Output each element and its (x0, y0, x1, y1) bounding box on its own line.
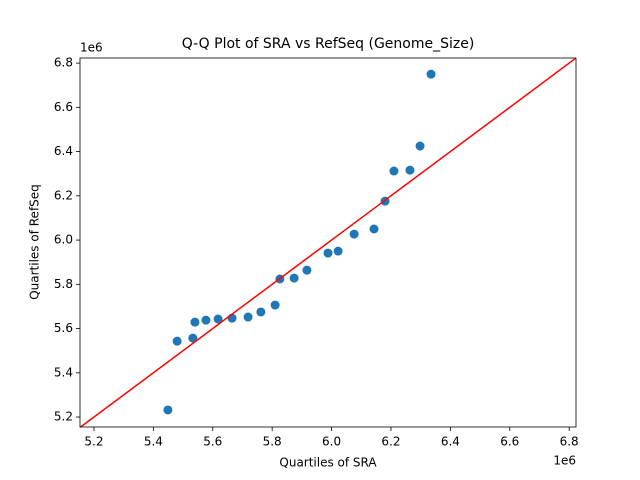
point (349, 229, 359, 239)
point (270, 300, 280, 310)
point (302, 265, 312, 275)
y-tick-label: 6.6 (54, 100, 73, 114)
point (172, 336, 182, 346)
y-tick-label: 6.8 (54, 56, 73, 70)
y-tick-label: 6.4 (54, 144, 73, 158)
y-tick-label: 6.0 (54, 233, 73, 247)
x-offset-label: 1e6 (553, 454, 576, 468)
y-axis-label: Quartiles of RefSeq (28, 184, 42, 300)
x-axis-label: Quartiles of SRA (279, 456, 377, 470)
point (256, 307, 266, 317)
point (213, 314, 223, 324)
point (323, 248, 333, 258)
y-tick-label: 5.4 (54, 365, 73, 379)
point (333, 246, 343, 256)
point (201, 315, 211, 325)
x-tick-label: 6.2 (381, 435, 400, 449)
reference-line (80, 58, 576, 427)
point (426, 69, 436, 79)
point (188, 333, 198, 343)
point (405, 165, 415, 175)
y-tick-label: 6.2 (54, 188, 73, 202)
chart-title: Q-Q Plot of SRA vs RefSeq (Genome_Size) (182, 36, 475, 52)
point (415, 141, 425, 151)
point (243, 312, 253, 322)
point (190, 317, 200, 327)
x-tick-label: 5.2 (84, 435, 103, 449)
x-tick-label: 5.8 (263, 435, 282, 449)
x-tick-label: 5.6 (203, 435, 222, 449)
point (289, 273, 299, 283)
plot-frame (79, 57, 577, 428)
x-tick-label: 5.4 (144, 435, 163, 449)
x-tick-label: 6.8 (560, 435, 579, 449)
x-tick-label: 6.4 (441, 435, 460, 449)
point (163, 405, 173, 415)
y-tick-label: 5.6 (54, 321, 73, 335)
x-tick-label: 6.6 (500, 435, 519, 449)
y-offset-label: 1e6 (80, 41, 103, 55)
y-tick-label: 5.8 (54, 277, 73, 291)
y-tick-label: 5.2 (54, 410, 73, 424)
x-tick-label: 6.0 (322, 435, 341, 449)
point (389, 166, 399, 176)
point (369, 224, 379, 234)
